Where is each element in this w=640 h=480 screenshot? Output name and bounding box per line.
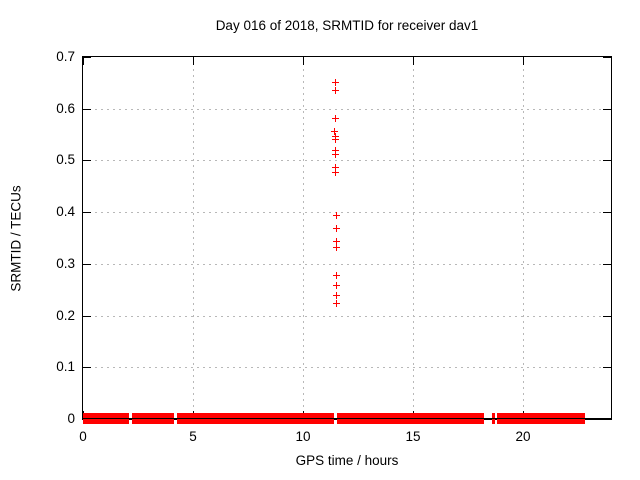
x-tick-mark-top — [413, 57, 414, 65]
x-axis-label: GPS time / hours — [295, 453, 399, 468]
x-tick-mark-top — [523, 57, 524, 65]
data-point-marker — [331, 147, 339, 155]
data-point-marker — [332, 291, 340, 299]
x-tick-mark-top — [193, 57, 194, 65]
chart-title: Day 016 of 2018, SRMTID for receiver dav… — [215, 18, 479, 33]
data-point-marker — [331, 168, 339, 176]
y-tick-label: 0.5 — [56, 152, 75, 168]
y-tick-mark — [83, 108, 91, 110]
y-tick-mark-right — [603, 367, 611, 369]
grid-line-horizontal — [83, 160, 611, 162]
y-tick-mark — [83, 263, 91, 265]
data-point-marker — [332, 243, 340, 251]
grid-line-vertical — [413, 57, 414, 419]
y-tick-label: 0.3 — [56, 255, 75, 271]
y-tick-mark-right — [603, 263, 611, 265]
data-point-marker — [333, 271, 340, 279]
x-tick-mark-top — [303, 57, 304, 65]
y-tick-mark-right — [603, 57, 611, 58]
data-point-marker — [331, 128, 339, 136]
data-point-marker — [331, 150, 339, 158]
data-point-marker — [331, 87, 339, 95]
x-axis-line — [83, 418, 611, 419]
y-tick-mark-right — [603, 315, 611, 317]
data-point-marker — [332, 132, 340, 140]
y-tick-label: 0.4 — [56, 204, 75, 220]
y-tick-mark — [83, 367, 91, 369]
y-tick-mark-right — [603, 160, 611, 162]
grid-line-vertical — [523, 57, 524, 419]
grid-line-horizontal — [83, 367, 611, 369]
data-point-marker — [331, 78, 339, 86]
data-point-marker — [333, 282, 340, 290]
grid-line-horizontal — [83, 108, 611, 110]
x-tick-label: 5 — [189, 429, 197, 444]
plot-area — [82, 56, 612, 424]
data-point-marker — [331, 136, 339, 144]
data-point-marker — [331, 164, 339, 172]
x-tick-label: 0 — [79, 429, 87, 444]
x-tick-label: 15 — [405, 429, 421, 444]
data-point-marker — [333, 225, 340, 233]
y-tick-mark-right — [603, 212, 611, 214]
grid-line-horizontal — [83, 263, 611, 265]
grid-line-horizontal — [83, 315, 611, 317]
y-tick-mark — [83, 315, 91, 317]
x-tick-label: 10 — [295, 429, 311, 444]
y-tick-label: 0.7 — [56, 49, 75, 64]
grid-line-vertical — [193, 57, 194, 419]
data-point-marker — [332, 238, 340, 246]
y-tick-label: 0.6 — [56, 100, 75, 116]
y-tick-label: 0.1 — [56, 359, 75, 375]
data-point-marker — [331, 115, 339, 123]
grid-line-horizontal — [83, 212, 611, 214]
x-tick-mark-top — [83, 57, 84, 65]
data-point-marker — [332, 300, 340, 308]
y-tick-mark-right — [603, 419, 611, 420]
grid-line-vertical — [303, 57, 304, 419]
y-tick-label: 0.2 — [56, 307, 75, 323]
y-tick-mark — [83, 160, 91, 162]
y-tick-mark — [83, 212, 91, 214]
x-tick-label: 20 — [515, 429, 531, 444]
y-tick-label: 0 — [67, 411, 75, 426]
y-tick-mark-right — [603, 108, 611, 110]
y-tick-mark — [83, 57, 91, 58]
data-point-marker — [333, 211, 340, 219]
